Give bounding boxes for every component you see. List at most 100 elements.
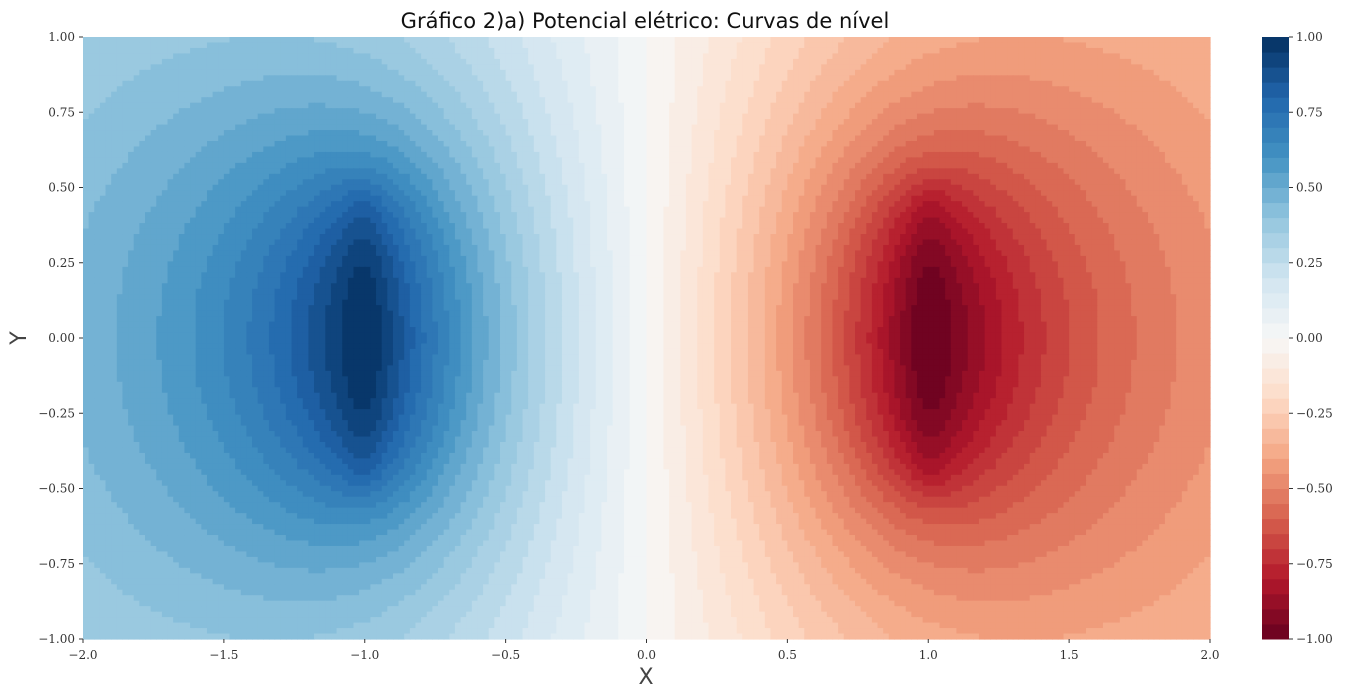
contour-cell bbox=[1176, 75, 1183, 82]
contour-cell bbox=[680, 130, 687, 137]
contour-cell bbox=[888, 91, 896, 98]
contour-cell bbox=[1091, 124, 1098, 131]
contour-cell bbox=[359, 140, 366, 148]
contour-cell bbox=[184, 97, 191, 104]
contour-cell bbox=[499, 69, 507, 76]
contour-cell bbox=[223, 124, 231, 131]
contour-cell bbox=[584, 64, 591, 71]
contour-cell bbox=[905, 69, 912, 76]
contour-cell bbox=[640, 151, 648, 158]
contour-cell bbox=[319, 124, 326, 131]
contour-cell bbox=[725, 86, 732, 93]
contour-cell bbox=[88, 53, 95, 60]
contour-cell bbox=[392, 69, 400, 76]
contour-cell bbox=[945, 58, 952, 65]
contour-cell bbox=[178, 146, 186, 153]
contour-cell bbox=[1001, 47, 1008, 55]
contour-cell bbox=[88, 64, 95, 71]
contour-cell bbox=[1046, 151, 1053, 158]
contour-cell bbox=[1125, 97, 1132, 104]
contour-cell bbox=[781, 91, 788, 98]
contour-cell bbox=[685, 157, 693, 164]
contour-cell bbox=[1153, 119, 1160, 126]
contour-cell bbox=[990, 64, 997, 71]
contour-cell bbox=[432, 37, 439, 44]
contour-cell bbox=[652, 47, 659, 55]
contour-cell bbox=[139, 130, 146, 137]
contour-cell bbox=[1198, 64, 1205, 71]
contour-cell bbox=[201, 124, 208, 131]
contour-cell bbox=[94, 146, 101, 153]
contour-cell bbox=[477, 91, 484, 98]
contour-cell bbox=[206, 64, 214, 71]
contour-cell bbox=[252, 130, 259, 137]
contour-cell bbox=[1086, 75, 1093, 82]
contour-cell bbox=[984, 140, 991, 148]
contour-cell bbox=[1108, 75, 1115, 82]
contour-cell bbox=[314, 53, 321, 60]
contour-cell bbox=[1029, 119, 1036, 126]
contour-cell bbox=[708, 102, 715, 109]
contour-cell bbox=[528, 119, 535, 126]
contour-cell bbox=[798, 47, 805, 55]
contour-cell bbox=[1102, 157, 1110, 164]
contour-cell bbox=[973, 64, 980, 71]
contour-cell bbox=[1136, 113, 1143, 120]
contour-cell bbox=[578, 75, 586, 82]
contour-cell bbox=[285, 151, 293, 158]
contour-cell bbox=[280, 102, 287, 109]
contour-cell bbox=[302, 97, 309, 104]
contour-cell bbox=[1001, 151, 1008, 158]
contour-cell bbox=[776, 113, 783, 120]
contour-cell bbox=[438, 130, 445, 137]
contour-cell bbox=[1063, 113, 1070, 120]
contour-cell bbox=[1035, 91, 1042, 98]
contour-cell bbox=[984, 75, 991, 82]
contour-cell bbox=[229, 162, 236, 169]
contour-cell bbox=[623, 86, 631, 93]
contour-cell bbox=[533, 47, 541, 55]
contour-cell bbox=[432, 140, 439, 148]
contour-cell bbox=[680, 75, 687, 82]
contour-cell bbox=[714, 75, 721, 82]
contour-cell bbox=[990, 97, 997, 104]
contour-cell bbox=[567, 108, 574, 115]
contour-cell bbox=[1193, 80, 1200, 87]
contour-cell bbox=[1198, 47, 1205, 55]
contour-cell bbox=[302, 124, 309, 131]
contour-cell bbox=[387, 53, 394, 60]
contour-cell bbox=[590, 86, 597, 93]
contour-cell bbox=[697, 102, 704, 109]
contour-cell bbox=[939, 47, 946, 55]
contour-cell bbox=[1035, 97, 1042, 104]
contour-cell bbox=[460, 113, 467, 120]
contour-cell bbox=[376, 108, 383, 115]
contour-cell bbox=[122, 64, 129, 71]
contour-cell bbox=[94, 108, 101, 115]
contour-cell bbox=[1193, 91, 1200, 98]
contour-cell bbox=[928, 124, 935, 131]
contour-cell bbox=[725, 108, 732, 115]
contour-cell bbox=[1040, 53, 1048, 60]
contour-cell bbox=[1080, 119, 1087, 126]
contour-cell bbox=[139, 146, 146, 153]
contour-cell bbox=[1080, 97, 1087, 104]
contour-cell bbox=[595, 91, 603, 98]
contour-cell bbox=[133, 47, 140, 55]
contour-cell bbox=[1035, 64, 1042, 71]
contour-cell bbox=[663, 37, 670, 44]
contour-cell bbox=[443, 69, 450, 76]
contour-cell bbox=[747, 140, 755, 148]
contour-cell bbox=[640, 53, 648, 60]
contour-cell bbox=[753, 58, 760, 65]
contour-cell bbox=[494, 151, 501, 158]
contour-cell bbox=[1018, 140, 1025, 148]
contour-cell bbox=[1069, 102, 1076, 109]
contour-cell bbox=[680, 64, 687, 71]
contour-cell bbox=[860, 140, 867, 148]
contour-cell bbox=[1007, 157, 1014, 164]
contour-cell bbox=[607, 37, 614, 44]
contour-cell bbox=[652, 58, 659, 65]
contour-cell bbox=[900, 69, 907, 76]
contour-cell bbox=[843, 53, 850, 60]
